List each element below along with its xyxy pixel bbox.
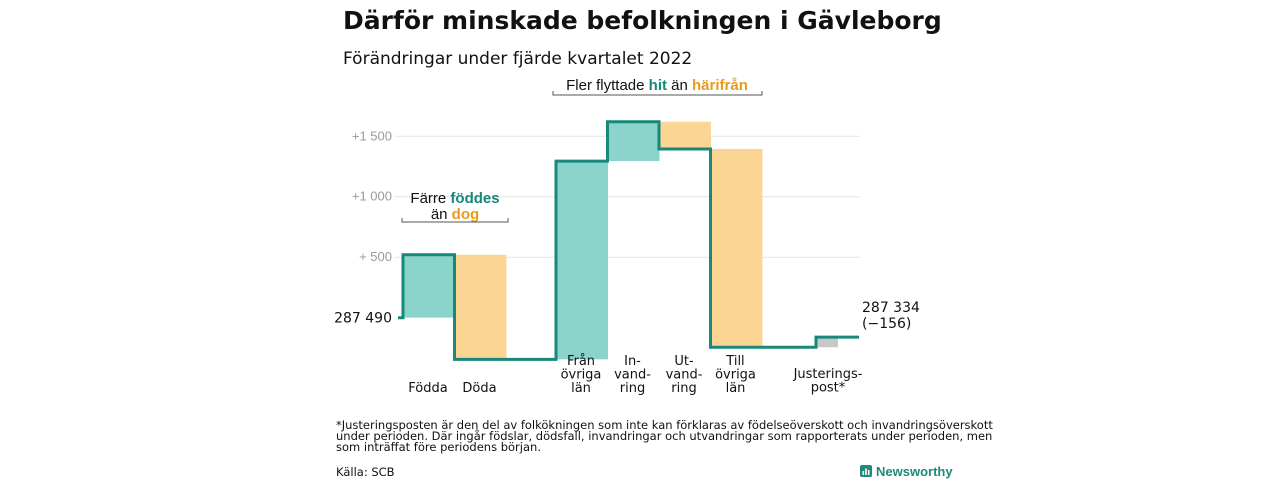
bar-justeringspost [816, 337, 838, 348]
chart-subtitle: Förändringar under fjärde kvartalet 2022 [343, 49, 692, 69]
cumulative-step-line [398, 120, 859, 361]
annotation-fewer-born-bracket [401, 218, 509, 223]
bar-fran-ovriga-lan [556, 161, 608, 360]
brand: Newsworthy [860, 464, 953, 479]
end-population-label: 287 334 [862, 300, 920, 316]
annotation-more-moved: Fler flyttade hit än härifrån [552, 77, 763, 96]
source-label: Källa: SCB [336, 465, 395, 479]
category-label-invandring: In-vand-ring [614, 354, 651, 396]
bar-utvandring [659, 121, 711, 149]
baseline-label: 287 490 [334, 311, 392, 327]
annotation-more-moved-bracket [552, 91, 763, 96]
category-label-till-ovriga-lan: Till övriga län [715, 354, 756, 396]
annotation-more-moved-text: Fler flyttade hit än härifrån [566, 77, 748, 94]
bars [403, 121, 838, 360]
y-axis-ticks: + 500 +1 000 +1 500 287 490 [334, 128, 392, 326]
category-label-fran-ovriga-lan: Från övriga län [561, 354, 602, 396]
annotation-fewer-born-line2: än dog [431, 206, 479, 223]
bar-doda [454, 254, 507, 360]
bar-till-ovriga-lan [710, 148, 763, 348]
annotation-fewer-born-line1: Färre föddes [410, 190, 499, 207]
category-label-utvandring: Ut-vand-ring [666, 354, 703, 396]
bar-fodda [403, 254, 455, 318]
category-label-fodda: Födda [408, 381, 447, 396]
end-change-label: (−156) [862, 316, 911, 332]
footnote-line-2: under perioden. Där ingår födslar, dödsf… [336, 429, 992, 443]
annotation-fewer-born: Färre föddes än dog [401, 190, 509, 223]
newsworthy-logo-icon [860, 465, 872, 477]
footnote: *Justeringsposten är den del av folkökni… [336, 418, 993, 454]
category-label-doda: Döda [462, 381, 496, 396]
chart-title: Därför minskade befolkningen i Gävleborg [343, 6, 942, 35]
category-labels: Födda Döda Från övriga län In-vand-ring Ut-van… [408, 354, 862, 396]
y-tick-label: +1 500 [352, 128, 392, 143]
y-tick-label: +1 000 [352, 189, 392, 204]
bar-invandring [607, 121, 660, 162]
brand-name: Newsworthy [876, 464, 953, 479]
y-tick-label: + 500 [359, 249, 392, 264]
footnote-line-3: som inträffat före periodens början. [336, 440, 541, 454]
footnote-line-1: *Justeringsposten är den del av folkökni… [336, 418, 993, 432]
category-label-justeringspost: Justerings-post* [793, 367, 863, 396]
